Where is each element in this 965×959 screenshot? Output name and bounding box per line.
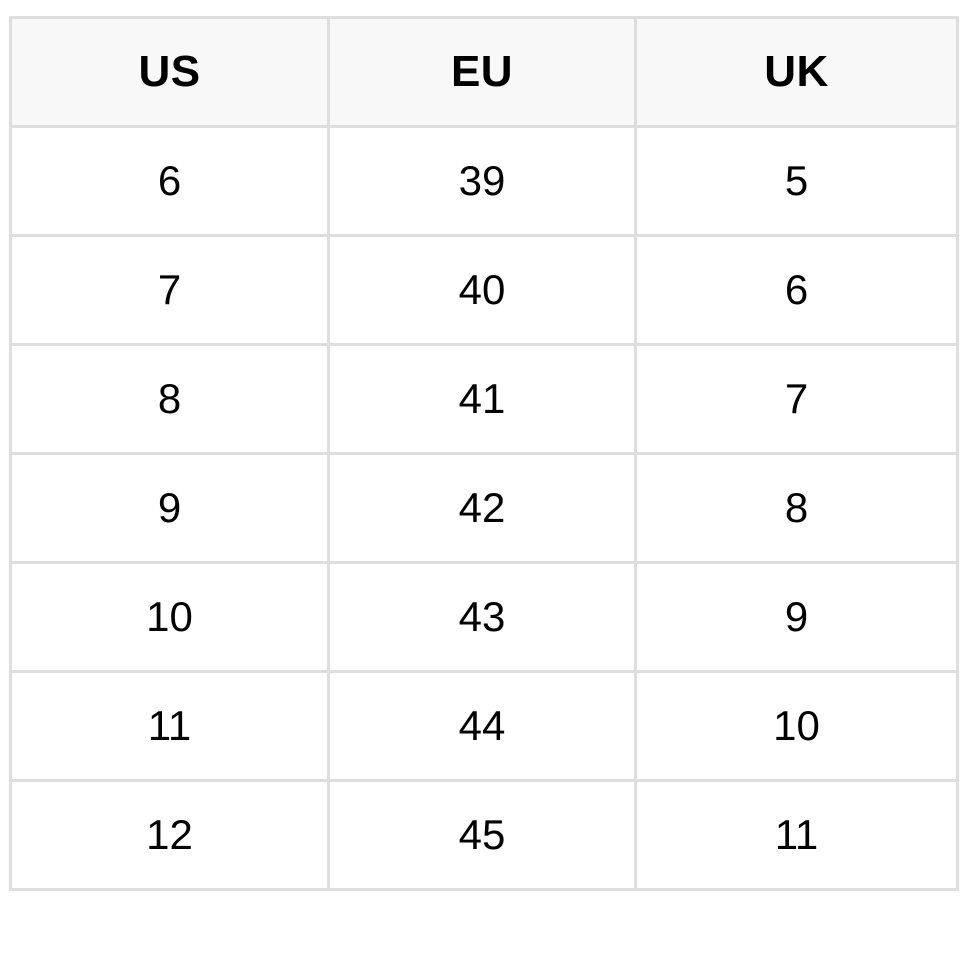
cell-us: 10 bbox=[9, 561, 330, 673]
table-header: US EU UK bbox=[9, 16, 959, 128]
cell-us: 11 bbox=[9, 670, 330, 782]
column-header-us: US bbox=[9, 16, 330, 128]
table-row: 6 39 5 bbox=[9, 125, 959, 237]
cell-eu: 43 bbox=[327, 561, 637, 673]
column-header-uk: UK bbox=[634, 16, 959, 128]
table-row: 7 40 6 bbox=[9, 234, 959, 346]
header-row: US EU UK bbox=[9, 16, 959, 128]
cell-uk: 9 bbox=[634, 561, 959, 673]
table-row: 8 41 7 bbox=[9, 343, 959, 455]
cell-uk: 11 bbox=[634, 779, 959, 891]
cell-uk: 10 bbox=[634, 670, 959, 782]
cell-us: 12 bbox=[9, 779, 330, 891]
cell-eu: 40 bbox=[327, 234, 637, 346]
cell-us: 7 bbox=[9, 234, 330, 346]
size-conversion-table: US EU UK 6 39 5 7 40 6 8 41 7 9 42 8 10 … bbox=[9, 16, 959, 891]
cell-uk: 6 bbox=[634, 234, 959, 346]
table-row: 9 42 8 bbox=[9, 452, 959, 564]
column-header-eu: EU bbox=[327, 16, 637, 128]
table-body: 6 39 5 7 40 6 8 41 7 9 42 8 10 43 9 11 4… bbox=[9, 125, 959, 891]
cell-us: 8 bbox=[9, 343, 330, 455]
cell-us: 9 bbox=[9, 452, 330, 564]
cell-eu: 39 bbox=[327, 125, 637, 237]
cell-uk: 8 bbox=[634, 452, 959, 564]
table-row: 10 43 9 bbox=[9, 561, 959, 673]
cell-eu: 42 bbox=[327, 452, 637, 564]
cell-eu: 44 bbox=[327, 670, 637, 782]
table-row: 11 44 10 bbox=[9, 670, 959, 782]
cell-us: 6 bbox=[9, 125, 330, 237]
cell-eu: 41 bbox=[327, 343, 637, 455]
cell-uk: 5 bbox=[634, 125, 959, 237]
table-row: 12 45 11 bbox=[9, 779, 959, 891]
cell-uk: 7 bbox=[634, 343, 959, 455]
cell-eu: 45 bbox=[327, 779, 637, 891]
